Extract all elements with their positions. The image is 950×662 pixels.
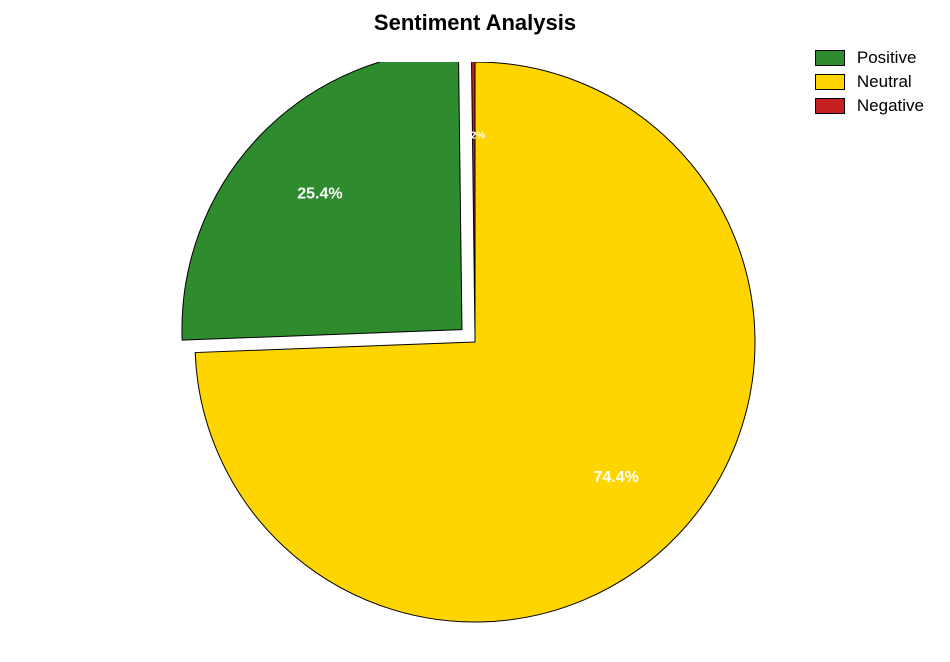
- pie-slice-negative: [471, 62, 475, 332]
- legend-swatch-neutral: [815, 74, 845, 90]
- legend-label-negative: Negative: [857, 96, 924, 116]
- legend-item-neutral: Neutral: [815, 72, 924, 92]
- pie-label-positive: 25.4%: [297, 186, 342, 203]
- legend: Positive Neutral Negative: [815, 48, 924, 120]
- legend-item-positive: Positive: [815, 48, 924, 68]
- pie-label-neutral: 74.4%: [593, 469, 638, 486]
- chart-title: Sentiment Analysis: [0, 10, 950, 36]
- pie-label-negative: 0.2%: [462, 131, 485, 142]
- legend-swatch-negative: [815, 98, 845, 114]
- legend-swatch-positive: [815, 50, 845, 66]
- legend-item-negative: Negative: [815, 96, 924, 116]
- legend-label-neutral: Neutral: [857, 72, 912, 92]
- legend-label-positive: Positive: [857, 48, 917, 68]
- pie-chart: 74.4% 25.4% 0.2%: [180, 62, 770, 652]
